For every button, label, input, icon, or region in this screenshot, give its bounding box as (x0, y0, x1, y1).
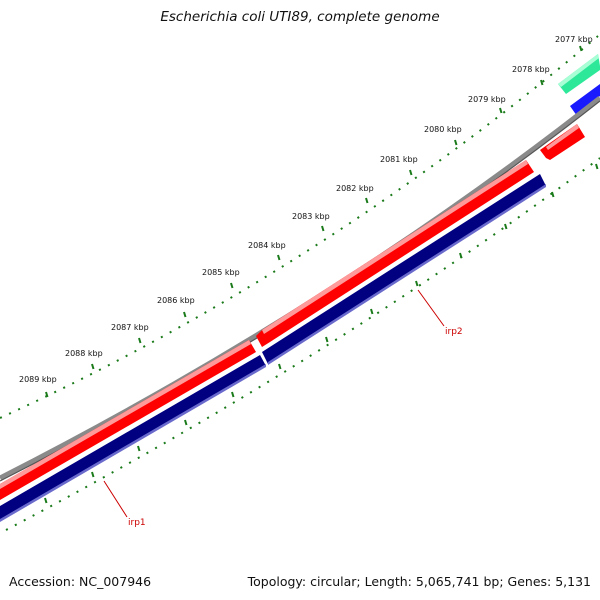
kbp-label: 2089 kbp (19, 375, 57, 384)
major-tick (551, 191, 555, 198)
major-tick (277, 254, 281, 261)
outer-major-ticks (45, 45, 583, 398)
genome-summary: Topology: circular; Length: 5,065,741 bp… (247, 574, 591, 589)
major-tick (454, 139, 458, 146)
kbp-label: 2081 kbp (380, 155, 418, 164)
green-feature-highlight (558, 54, 599, 87)
irp2-reverse-edge (268, 184, 546, 365)
kbp-label: 2087 kbp (111, 323, 149, 332)
kbp-label: 2084 kbp (248, 241, 286, 250)
genome-backbone (0, 96, 600, 481)
irp1-forward-feature[interactable] (0, 340, 256, 500)
major-tick (370, 308, 374, 315)
major-tick (137, 445, 141, 452)
kbp-label-group: 2077 kbp 2078 kbp 2079 kbp 2080 kbp 2081… (19, 35, 593, 384)
major-tick (91, 471, 95, 478)
small-forward-arrow-highlight (546, 124, 579, 150)
kbp-label: 2078 kbp (512, 65, 550, 74)
irp1-reverse-edge (0, 364, 266, 522)
major-tick (499, 107, 503, 114)
inner-major-ticks (44, 163, 599, 504)
major-tick (409, 169, 413, 176)
accession-label: Accession: NC_007946 (9, 574, 152, 589)
outer-minor-ticks (0, 35, 599, 419)
kbp-label: 2077 kbp (555, 35, 593, 44)
major-tick (459, 252, 463, 259)
major-tick (504, 223, 508, 230)
major-tick (325, 336, 329, 343)
genome-backbone-shadow (0, 100, 600, 482)
small-forward-arrow[interactable] (540, 124, 585, 160)
blue-feature[interactable] (570, 84, 600, 116)
major-tick (230, 282, 234, 289)
major-tick (91, 363, 95, 370)
irp1-forward-highlight (0, 340, 251, 489)
major-tick (540, 79, 544, 86)
major-tick (365, 197, 369, 204)
irp1-reverse-feature[interactable] (0, 355, 266, 521)
page-title: Escherichia coli UTI89, complete genome (160, 9, 440, 25)
kbp-label: 2082 kbp (336, 184, 374, 193)
major-tick (138, 337, 142, 344)
major-tick (44, 497, 48, 504)
irp2-forward-feature[interactable] (256, 160, 534, 347)
irp1-leader-line (103, 480, 128, 518)
kbp-label: 2080 kbp (424, 125, 462, 134)
major-tick (595, 163, 599, 170)
major-tick (278, 363, 282, 370)
major-tick (321, 225, 325, 232)
major-tick (231, 391, 235, 398)
major-tick (415, 280, 419, 287)
irp2-reverse-feature[interactable] (262, 174, 546, 364)
irp2-forward-highlight (262, 160, 528, 334)
kbp-label: 2086 kbp (157, 296, 195, 305)
outer-tick-band (0, 35, 599, 419)
kbp-label: 2085 kbp (202, 268, 240, 277)
kbp-label: 2088 kbp (65, 349, 103, 358)
irp2-label[interactable]: irp2 (445, 327, 463, 337)
major-tick (184, 419, 188, 426)
major-tick (579, 45, 583, 52)
major-tick (45, 391, 49, 398)
irp1-label[interactable]: irp1 (128, 518, 146, 528)
major-tick (183, 311, 187, 318)
kbp-label: 2079 kbp (468, 95, 506, 104)
irp2-leader-line (417, 289, 445, 327)
kbp-label: 2083 kbp (292, 212, 330, 221)
